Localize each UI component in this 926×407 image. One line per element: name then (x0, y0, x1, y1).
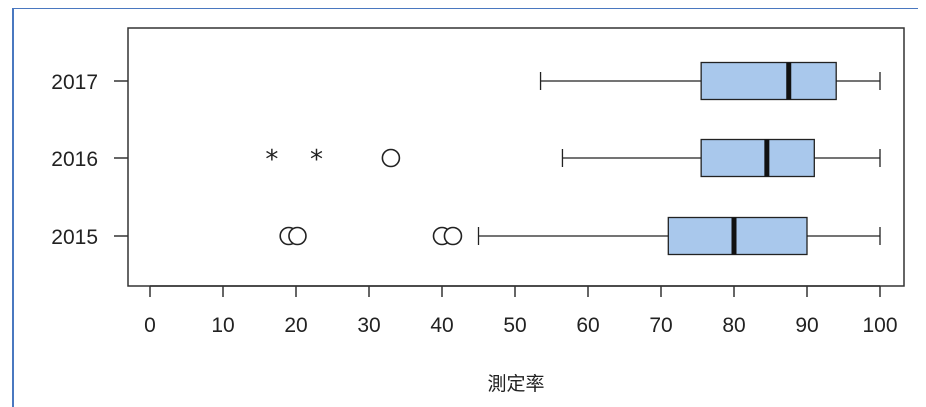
x-tick-label: 80 (722, 314, 745, 337)
box-2016: * * (265, 138, 881, 178)
x-tick-label: 70 (649, 314, 672, 337)
box-series: * * (265, 61, 881, 256)
iqr-box (700, 138, 815, 178)
x-tick-label: 30 (357, 314, 380, 337)
iqr-box (700, 61, 837, 101)
x-tick-label: 20 (284, 314, 307, 337)
x-axis-title: 測定率 (487, 373, 544, 395)
iqr-box (667, 216, 808, 256)
outlier-point (443, 226, 463, 246)
outlier-point (381, 148, 401, 168)
outlier-point (288, 226, 307, 246)
x-tick-label: 40 (430, 314, 453, 337)
y-tick-label: 2016 (51, 148, 98, 171)
x-tick-label: 100 (862, 314, 897, 337)
chart-frame (12, 8, 918, 407)
x-tick-label: 90 (795, 314, 818, 337)
extreme-point: * (265, 145, 278, 175)
x-tick-label: 50 (503, 314, 526, 337)
x-tick-label: 10 (211, 314, 234, 337)
x-axis: 0 10 20 30 40 50 60 70 80 90 100 (144, 285, 898, 337)
x-tick-label: 60 (576, 314, 599, 337)
y-tick-label: 2017 (51, 71, 98, 94)
box-2015 (279, 216, 881, 256)
box-2017 (539, 61, 881, 101)
x-tick-label: 0 (144, 314, 156, 337)
y-axis: 2017 2016 2015 (51, 71, 128, 249)
y-tick-label: 2015 (51, 226, 98, 249)
extreme-point: * (310, 145, 323, 175)
